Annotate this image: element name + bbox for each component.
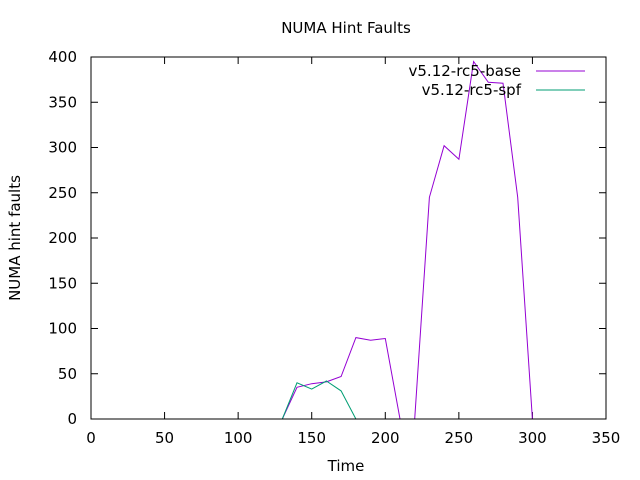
- y-tick-label: 300: [48, 139, 77, 157]
- x-tick-label: 200: [371, 429, 400, 447]
- x-tick-label: 250: [445, 429, 474, 447]
- y-tick-label: 0: [67, 410, 77, 428]
- chart-title: NUMA Hint Faults: [281, 19, 411, 37]
- y-tick-label: 150: [48, 274, 77, 292]
- series-line-2: [281, 380, 357, 420]
- y-tick-label: 200: [48, 229, 77, 247]
- y-axis-label: NUMA hint faults: [6, 175, 24, 301]
- legend-label: v5.12-rc5-spf: [422, 81, 522, 99]
- x-tick-label: 300: [518, 429, 547, 447]
- y-tick-label: 350: [48, 93, 77, 111]
- x-tick-label: 100: [224, 429, 253, 447]
- axis-ticks: 0 50 100 150 200 250 300 350 0 50 100 150 200 250 300 3…: [48, 48, 620, 447]
- x-tick-label: 50: [155, 429, 174, 447]
- plot-border: [90, 56, 607, 420]
- legend-label: v5.12-rc5-base: [409, 62, 522, 80]
- y-tick-label: 100: [48, 320, 77, 338]
- x-tick-label: 0: [86, 429, 96, 447]
- x-axis-label: Time: [327, 457, 365, 475]
- x-tick-label: 350: [592, 429, 621, 447]
- y-tick-label: 400: [48, 48, 77, 66]
- y-tick-label: 250: [48, 184, 77, 202]
- y-tick-label: 50: [58, 365, 77, 383]
- x-tick-label: 150: [297, 429, 326, 447]
